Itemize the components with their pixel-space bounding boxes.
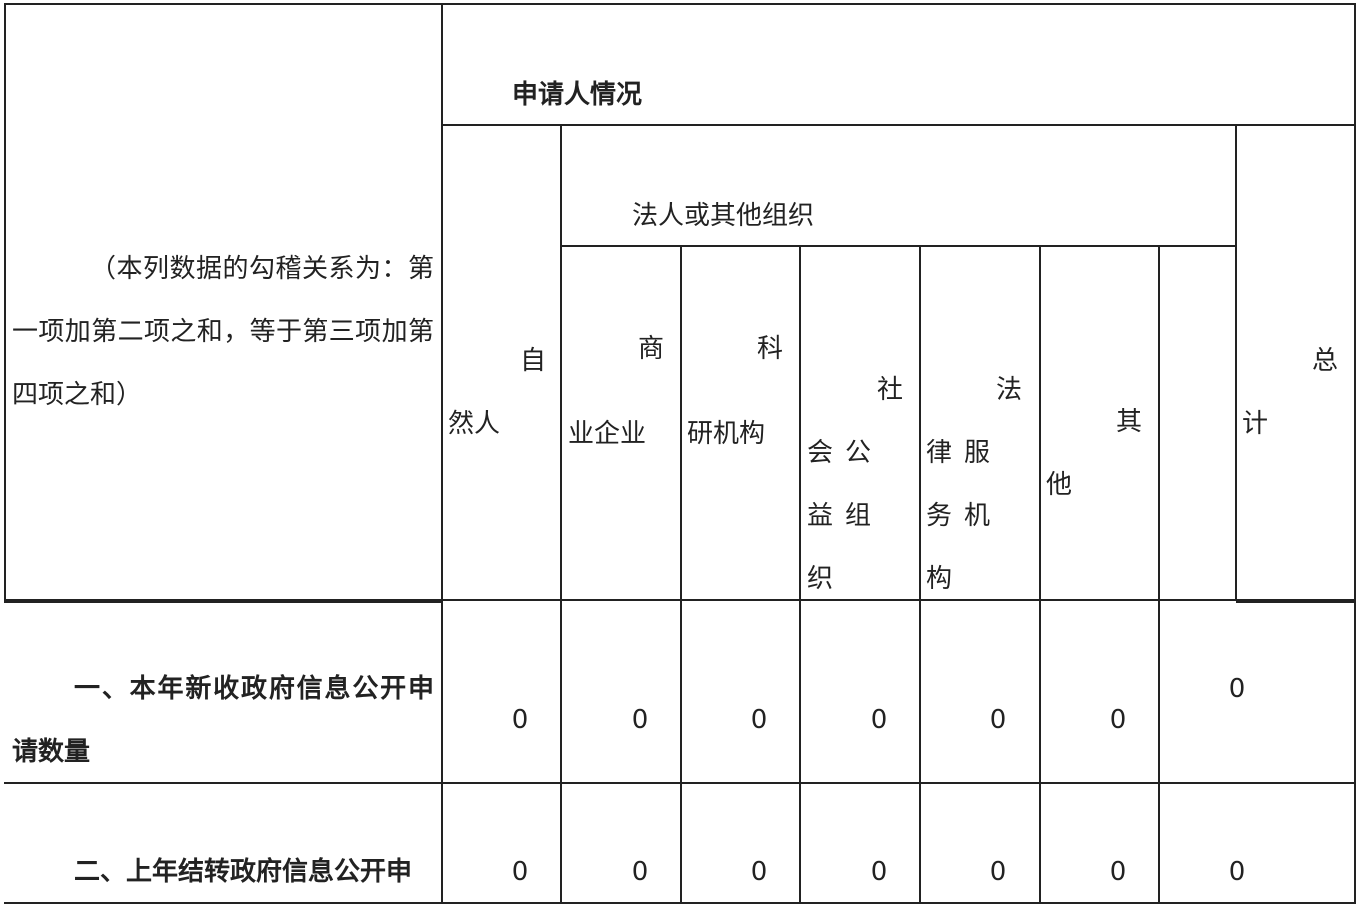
header-research: 科研机构 [687, 334, 784, 449]
cell-value-total: 0 [1228, 674, 1246, 704]
row-header-note: （本列数据的勾稽关系为：第一项加第二项之和，等于第三项加第四项之和） [12, 254, 434, 410]
divider [441, 3, 443, 903]
thick-divider [4, 599, 442, 603]
divider [1354, 3, 1356, 903]
cell-value: 0 [750, 857, 768, 887]
divider [799, 245, 801, 903]
cell-value: 0 [1109, 705, 1127, 735]
header-legal-or-other-org: 法人或其他组织 [632, 201, 815, 231]
divider [560, 124, 562, 903]
header-business: 商业企业 [568, 334, 665, 449]
header-other: 其他 [1046, 407, 1143, 500]
divider [561, 245, 1237, 247]
cell-value: 0 [870, 705, 888, 735]
divider [4, 3, 6, 603]
divider [442, 599, 1236, 601]
cell-value: 0 [511, 857, 529, 887]
header-legal-service: 法律服务机构 [926, 375, 1035, 594]
divider [1235, 124, 1237, 601]
cell-value: 0 [989, 705, 1007, 735]
divider [919, 245, 921, 903]
header-applicant-situation: 申请人情况 [512, 80, 643, 110]
header-natural-person: 自然人 [448, 346, 547, 439]
cell-value: 0 [870, 857, 888, 887]
divider [442, 124, 1356, 126]
row-label: 一、本年新收政府信息公开申请数量 [12, 674, 434, 767]
thick-divider [1236, 599, 1356, 603]
cell-value-total: 0 [1228, 857, 1246, 887]
row-label: 二、上年结转政府信息公开申 [74, 857, 413, 887]
cell-value: 0 [631, 857, 649, 887]
cell-value: 0 [750, 705, 768, 735]
cell-value: 0 [1109, 857, 1127, 887]
cell-value: 0 [631, 705, 649, 735]
divider [1158, 245, 1160, 903]
divider [4, 3, 1356, 5]
divider [1039, 245, 1041, 903]
header-public-welfare: 社会公益组织 [807, 375, 916, 594]
cell-value: 0 [511, 705, 529, 735]
divider [680, 245, 682, 903]
cell-value: 0 [989, 857, 1007, 887]
header-total: 总计 [1242, 346, 1339, 439]
